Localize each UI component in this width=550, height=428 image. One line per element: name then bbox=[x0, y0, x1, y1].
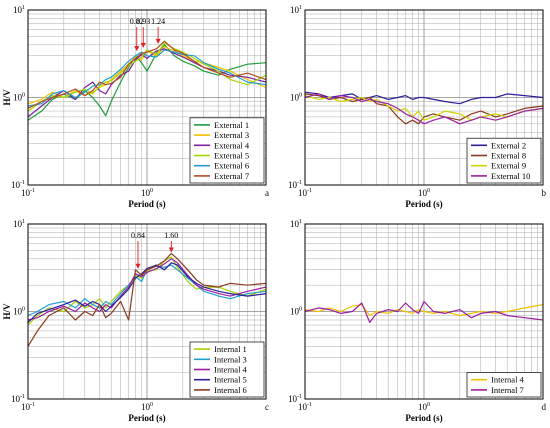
series-line-external-10 bbox=[304, 93, 544, 125]
y-tick-label: 101 bbox=[290, 219, 302, 229]
x-axis-label: Period (s) bbox=[405, 199, 442, 209]
y-axis-label: H/V bbox=[2, 89, 12, 106]
series-line-external-5 bbox=[27, 42, 267, 112]
annotation-label: 0.93 bbox=[136, 17, 150, 26]
x-tick-label: 10-1 bbox=[21, 402, 35, 412]
legend-label: External 2 bbox=[491, 140, 526, 150]
peak-annotation: 1.24 bbox=[151, 17, 165, 44]
annotation-label: 0.84 bbox=[131, 231, 145, 240]
peak-annotation: 0.84 bbox=[131, 231, 145, 269]
peak-annotation: 0.82 bbox=[130, 17, 144, 52]
peak-annotation: 0.93 bbox=[136, 17, 150, 48]
x-axis-label: Period (s) bbox=[405, 413, 442, 423]
plot-frame bbox=[304, 223, 544, 400]
y-tick-label: 100 bbox=[290, 307, 302, 317]
panel-letter: b bbox=[542, 188, 547, 198]
y-tick-label: 101 bbox=[13, 5, 25, 15]
legend-label: External 10 bbox=[491, 171, 530, 181]
legend-label: Internal 3 bbox=[214, 354, 247, 364]
plot-frame bbox=[304, 9, 544, 186]
chart-panel-a: 10-1 100 10-1 100 101 Period (s) H/V a 0.820.93 1… bbox=[2, 5, 269, 209]
annotation-arrowhead bbox=[168, 247, 174, 253]
series-line-internal-3 bbox=[27, 264, 267, 317]
y-tick-label: 100 bbox=[13, 307, 25, 317]
legend-label: Internal 4 bbox=[214, 365, 248, 375]
y-axis-label: H/V bbox=[2, 303, 12, 320]
y-tick-label: 100 bbox=[290, 93, 302, 103]
x-tick-label: 100 bbox=[418, 402, 430, 412]
series-line-internal-5 bbox=[27, 262, 267, 323]
y-tick-label: 101 bbox=[290, 5, 302, 15]
legend-label: Internal 6 bbox=[214, 385, 247, 395]
annotation-arrowhead bbox=[140, 42, 146, 48]
chart-panel-c: 10-1 100 10-1 100 101 Period (s) H/V c 0.84 1.60 I… bbox=[2, 219, 269, 423]
peak-annotation: 1.60 bbox=[164, 231, 178, 253]
legend-label: Internal 5 bbox=[214, 375, 247, 385]
legend-label: External 5 bbox=[214, 151, 249, 161]
panel-letter: a bbox=[265, 188, 269, 198]
legend-label: Internal 4 bbox=[491, 375, 525, 385]
annotation-label: 1.60 bbox=[164, 231, 178, 240]
annotation-arrowhead bbox=[134, 46, 140, 52]
annotation-arrowhead bbox=[155, 38, 161, 44]
x-tick-label: 10-1 bbox=[21, 188, 35, 198]
grid bbox=[28, 224, 266, 399]
legend-box bbox=[466, 372, 542, 398]
y-tick-label: 101 bbox=[13, 219, 25, 229]
legend-label: External 4 bbox=[214, 140, 250, 150]
x-axis-label: Period (s) bbox=[128, 413, 165, 423]
y-tick-label: 100 bbox=[13, 93, 25, 103]
legend-label: External 1 bbox=[214, 120, 249, 130]
series-line-internal-6 bbox=[27, 252, 267, 347]
series-line-external-7 bbox=[27, 40, 267, 109]
series-line-external-2 bbox=[304, 91, 544, 105]
annotation-label: 0.82 bbox=[130, 17, 144, 26]
series-line-internal-4 bbox=[304, 304, 544, 317]
plot-frame bbox=[27, 223, 267, 400]
panel-letter: c bbox=[265, 402, 269, 412]
legend-label: Internal 1 bbox=[214, 344, 247, 354]
y-tick-label: 10-1 bbox=[288, 180, 302, 190]
x-tick-label: 10-1 bbox=[298, 402, 312, 412]
series-line-external-6 bbox=[27, 49, 267, 107]
legend-label: External 8 bbox=[491, 151, 526, 161]
x-tick-label: 10-1 bbox=[298, 188, 312, 198]
series-line-internal-4 bbox=[27, 258, 267, 321]
x-tick-label: 100 bbox=[418, 188, 430, 198]
legend-label: External 6 bbox=[214, 161, 249, 171]
x-tick-label: 100 bbox=[141, 188, 153, 198]
series-line-internal-7 bbox=[304, 300, 544, 323]
legend-label: External 7 bbox=[214, 171, 249, 181]
annotation-arrowhead bbox=[135, 263, 141, 269]
x-axis-label: Period (s) bbox=[128, 199, 165, 209]
plot-frame bbox=[27, 9, 267, 186]
y-tick-label: 10-1 bbox=[288, 394, 302, 404]
annotation-label: 1.24 bbox=[151, 17, 165, 26]
y-tick-label: 10-1 bbox=[11, 394, 25, 404]
legend-box bbox=[189, 117, 265, 184]
legend-label: External 3 bbox=[214, 130, 249, 140]
legend-label: Internal 7 bbox=[491, 385, 524, 395]
x-tick-label: 100 bbox=[141, 402, 153, 412]
y-tick-label: 10-1 bbox=[11, 180, 25, 190]
legend-label: External 9 bbox=[491, 161, 526, 171]
panel-letter: d bbox=[542, 402, 547, 412]
